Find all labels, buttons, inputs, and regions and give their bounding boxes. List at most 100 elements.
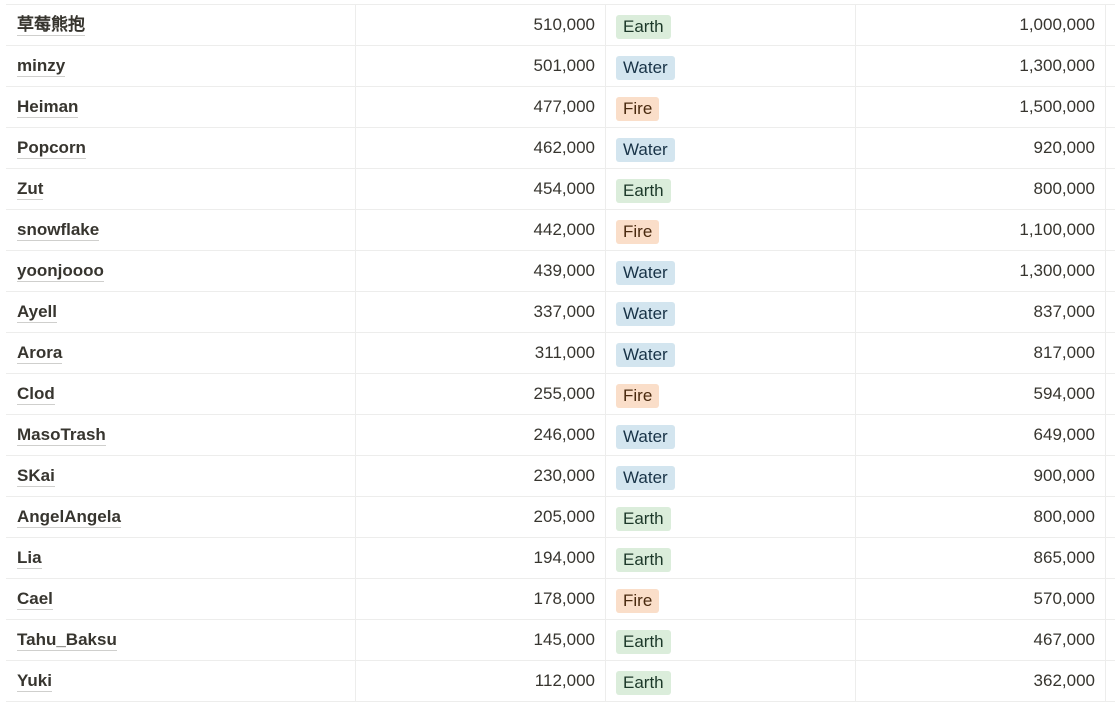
name-link[interactable]: Cael	[17, 588, 53, 610]
element-cell[interactable]: Fire	[606, 87, 856, 127]
table-row[interactable]: Popcorn 462,000 Water 920,000	[6, 128, 1115, 169]
name-cell[interactable]: Ayell	[6, 292, 356, 332]
value-cell[interactable]: 442,000	[356, 210, 606, 250]
name-link[interactable]: yoonjoooo	[17, 260, 104, 282]
value-cell[interactable]: 510,000	[356, 5, 606, 45]
name-cell[interactable]: MasoTrash	[6, 415, 356, 455]
total-cell[interactable]: 920,000	[856, 128, 1106, 168]
element-cell[interactable]: Water	[606, 128, 856, 168]
value-cell[interactable]: 501,000	[356, 46, 606, 86]
name-cell[interactable]: Lia	[6, 538, 356, 578]
total-cell[interactable]: 817,000	[856, 333, 1106, 373]
element-cell[interactable]: Earth	[606, 497, 856, 537]
total-cell[interactable]: 362,000	[856, 661, 1106, 701]
name-cell[interactable]: Tahu_Baksu	[6, 620, 356, 660]
element-cell[interactable]: Fire	[606, 579, 856, 619]
total-cell[interactable]: 800,000	[856, 497, 1106, 537]
table-row[interactable]: minzy 501,000 Water 1,300,000	[6, 46, 1115, 87]
extra-cell[interactable]	[1106, 46, 1115, 86]
table-row[interactable]: SKai 230,000 Water 900,000	[6, 456, 1115, 497]
element-cell[interactable]: Earth	[606, 538, 856, 578]
total-cell[interactable]: 800,000	[856, 169, 1106, 209]
extra-cell[interactable]	[1106, 374, 1115, 414]
name-cell[interactable]: Clod	[6, 374, 356, 414]
name-cell[interactable]: Heiman	[6, 87, 356, 127]
extra-cell[interactable]	[1106, 497, 1115, 537]
value-cell[interactable]: 194,000	[356, 538, 606, 578]
value-cell[interactable]: 230,000	[356, 456, 606, 496]
total-cell[interactable]: 570,000	[856, 579, 1106, 619]
name-cell[interactable]: AngelAngela	[6, 497, 356, 537]
total-cell[interactable]: 837,000	[856, 292, 1106, 332]
extra-cell[interactable]	[1106, 579, 1115, 619]
extra-cell[interactable]	[1106, 661, 1115, 701]
table-row[interactable]: yoonjoooo 439,000 Water 1,300,000	[6, 251, 1115, 292]
name-cell[interactable]: SKai	[6, 456, 356, 496]
table-row[interactable]: Tahu_Baksu 145,000 Earth 467,000	[6, 620, 1115, 661]
table-row[interactable]: snowflake 442,000 Fire 1,100,000	[6, 210, 1115, 251]
element-cell[interactable]: Water	[606, 251, 856, 291]
name-link[interactable]: Arora	[17, 342, 63, 364]
table-row[interactable]: Zut 454,000 Earth 800,000	[6, 169, 1115, 210]
element-cell[interactable]: Water	[606, 456, 856, 496]
element-cell[interactable]: Water	[606, 333, 856, 373]
value-cell[interactable]: 337,000	[356, 292, 606, 332]
table-row[interactable]: AngelAngela 205,000 Earth 800,000	[6, 497, 1115, 538]
element-cell[interactable]: Water	[606, 415, 856, 455]
element-cell[interactable]: Water	[606, 292, 856, 332]
name-cell[interactable]: Cael	[6, 579, 356, 619]
element-cell[interactable]: Fire	[606, 210, 856, 250]
element-cell[interactable]: Earth	[606, 5, 856, 45]
value-cell[interactable]: 246,000	[356, 415, 606, 455]
value-cell[interactable]: 439,000	[356, 251, 606, 291]
name-link[interactable]: Yuki	[17, 670, 52, 692]
name-link[interactable]: Tahu_Baksu	[17, 629, 117, 651]
name-link[interactable]: AngelAngela	[17, 506, 121, 528]
table-row[interactable]: Yuki 112,000 Earth 362,000	[6, 661, 1115, 702]
total-cell[interactable]: 1,100,000	[856, 210, 1106, 250]
name-link[interactable]: Zut	[17, 178, 44, 200]
name-link[interactable]: MasoTrash	[17, 424, 106, 446]
element-cell[interactable]: Earth	[606, 661, 856, 701]
table-row[interactable]: Lia 194,000 Earth 865,000	[6, 538, 1115, 579]
extra-cell[interactable]	[1106, 456, 1115, 496]
element-cell[interactable]: Earth	[606, 169, 856, 209]
value-cell[interactable]: 477,000	[356, 87, 606, 127]
name-cell[interactable]: Zut	[6, 169, 356, 209]
value-cell[interactable]: 311,000	[356, 333, 606, 373]
name-cell[interactable]: 草莓熊抱	[6, 5, 356, 45]
extra-cell[interactable]	[1106, 333, 1115, 373]
name-link[interactable]: snowflake	[17, 219, 100, 241]
total-cell[interactable]: 1,500,000	[856, 87, 1106, 127]
name-cell[interactable]: snowflake	[6, 210, 356, 250]
name-cell[interactable]: yoonjoooo	[6, 251, 356, 291]
value-cell[interactable]: 112,000	[356, 661, 606, 701]
value-cell[interactable]: 255,000	[356, 374, 606, 414]
name-link[interactable]: Popcorn	[17, 137, 86, 159]
extra-cell[interactable]	[1106, 128, 1115, 168]
name-cell[interactable]: minzy	[6, 46, 356, 86]
total-cell[interactable]: 649,000	[856, 415, 1106, 455]
table-row[interactable]: Heiman 477,000 Fire 1,500,000	[6, 87, 1115, 128]
name-cell[interactable]: Arora	[6, 333, 356, 373]
extra-cell[interactable]	[1106, 5, 1115, 45]
extra-cell[interactable]	[1106, 415, 1115, 455]
element-cell[interactable]: Earth	[606, 620, 856, 660]
total-cell[interactable]: 900,000	[856, 456, 1106, 496]
table-row[interactable]: 草莓熊抱 510,000 Earth 1,000,000	[6, 5, 1115, 46]
total-cell[interactable]: 865,000	[856, 538, 1106, 578]
name-cell[interactable]: Yuki	[6, 661, 356, 701]
value-cell[interactable]: 454,000	[356, 169, 606, 209]
table-row[interactable]: Cael 178,000 Fire 570,000	[6, 579, 1115, 620]
value-cell[interactable]: 145,000	[356, 620, 606, 660]
extra-cell[interactable]	[1106, 538, 1115, 578]
name-cell[interactable]: Popcorn	[6, 128, 356, 168]
element-cell[interactable]: Water	[606, 46, 856, 86]
extra-cell[interactable]	[1106, 620, 1115, 660]
table-row[interactable]: Clod 255,000 Fire 594,000	[6, 374, 1115, 415]
name-link[interactable]: SKai	[17, 465, 55, 487]
value-cell[interactable]: 462,000	[356, 128, 606, 168]
name-link[interactable]: Ayell	[17, 301, 58, 323]
table-row[interactable]: MasoTrash 246,000 Water 649,000	[6, 415, 1115, 456]
extra-cell[interactable]	[1106, 169, 1115, 209]
